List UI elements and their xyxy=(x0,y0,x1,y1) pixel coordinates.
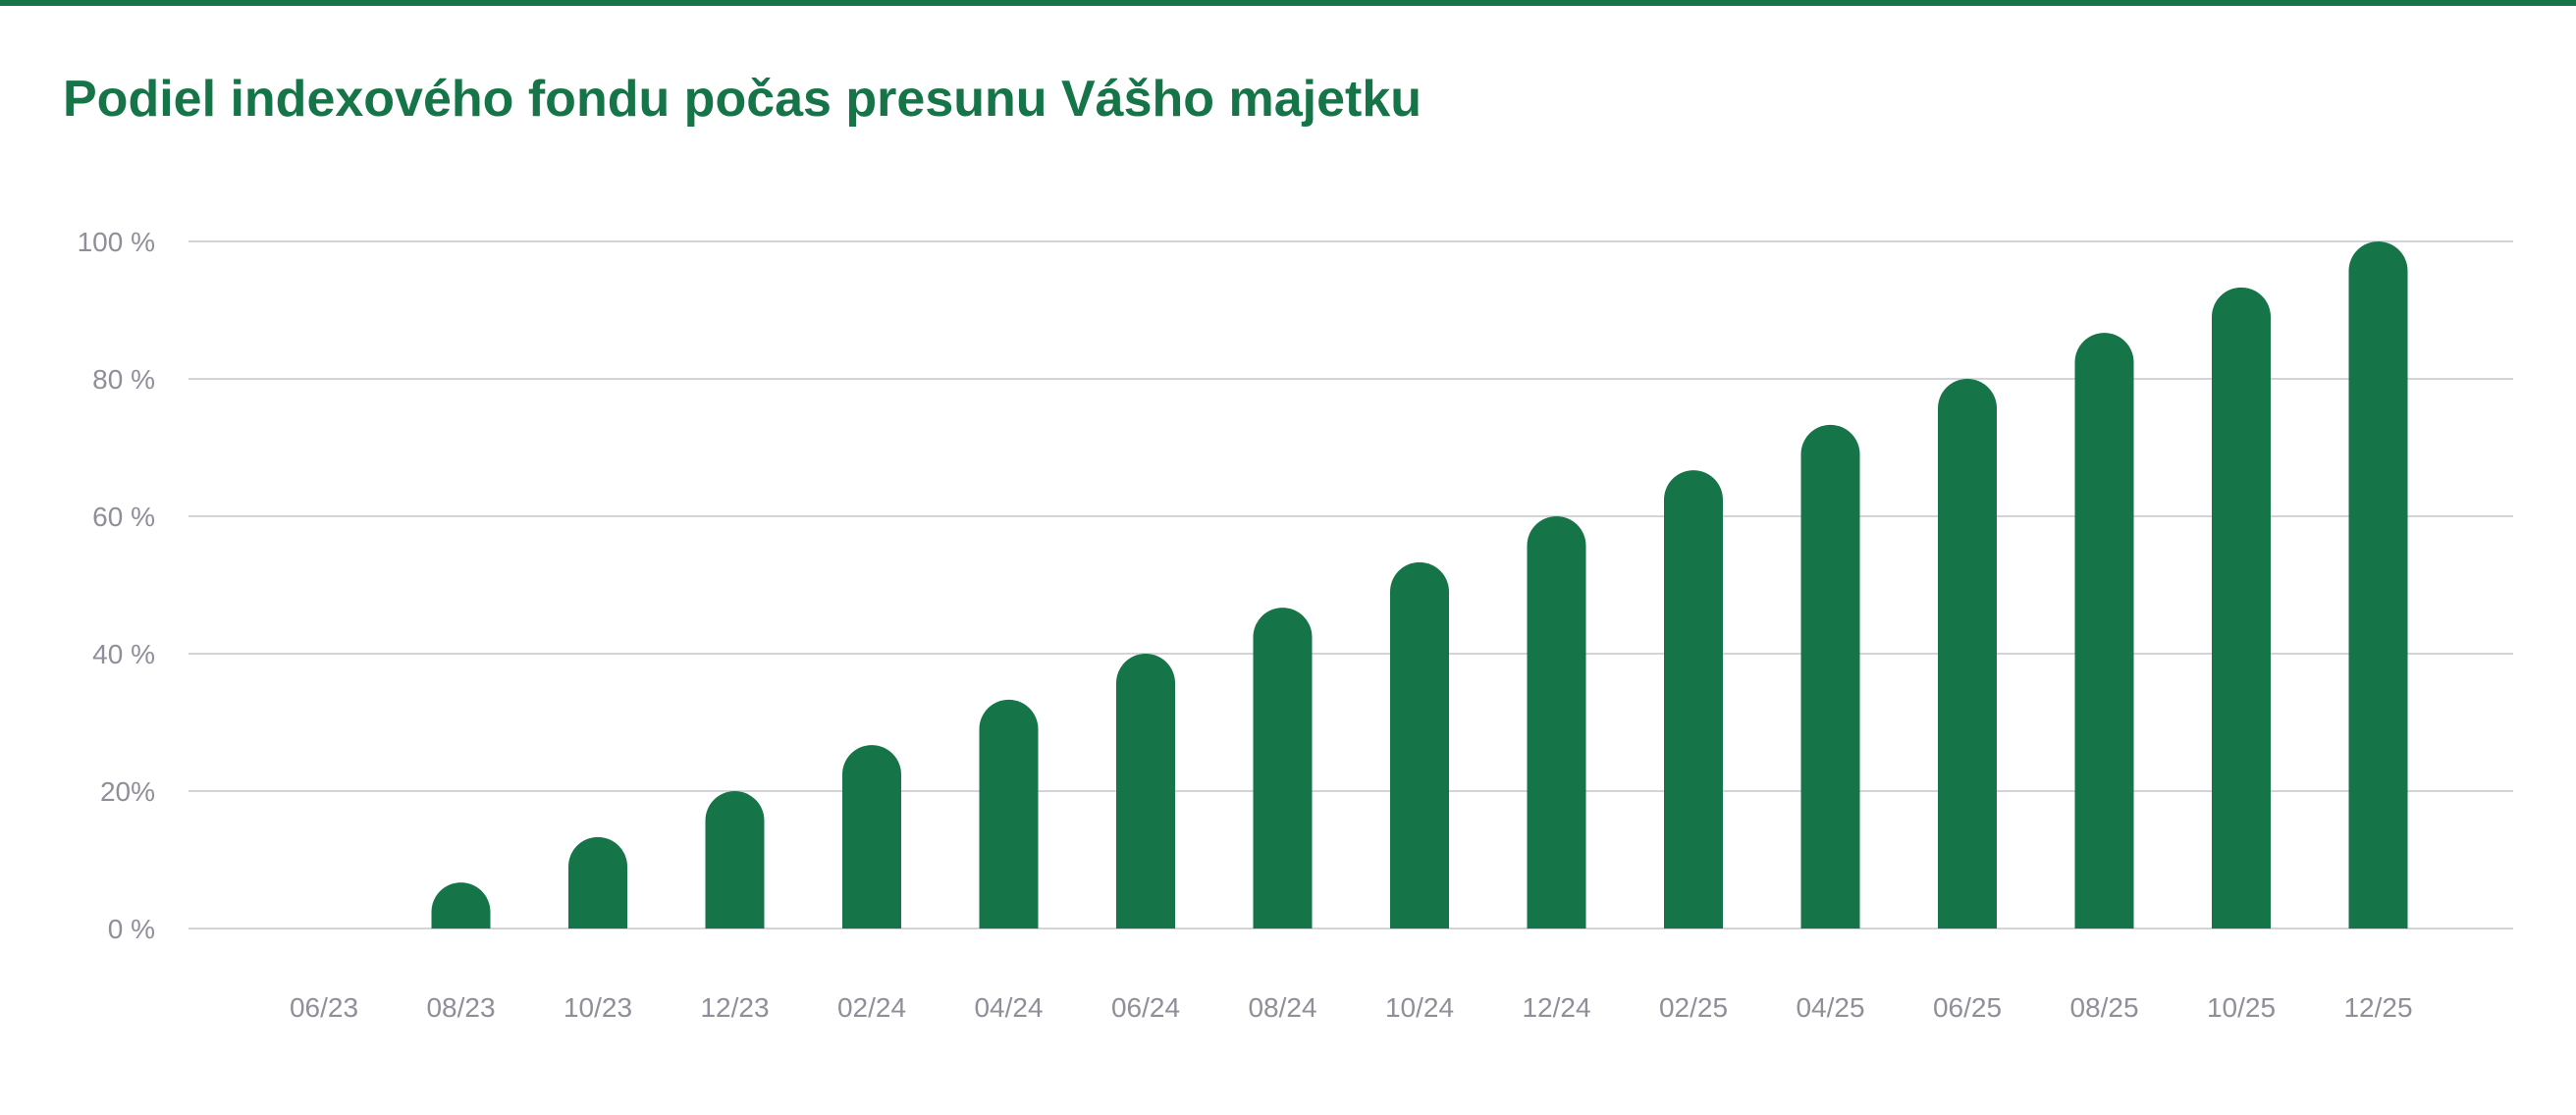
bar-08-25 xyxy=(2074,333,2134,929)
bar-02-25 xyxy=(1664,470,1723,929)
y-tick-label: 20% xyxy=(100,776,155,807)
x-tick-label: 10/25 xyxy=(2207,992,2276,1023)
bar-08-23 xyxy=(431,882,491,929)
y-tick-label: 40 % xyxy=(92,639,155,669)
bars xyxy=(431,241,2408,929)
x-tick-label: 12/24 xyxy=(1522,992,1590,1023)
gridlines xyxy=(188,240,2513,929)
chart-title: Podiel indexového fondu počas presunu Vá… xyxy=(63,71,1422,128)
x-tick-label: 12/25 xyxy=(2343,992,2412,1023)
y-tick-label: 100 % xyxy=(78,227,155,257)
x-tick-label: 06/23 xyxy=(290,992,358,1023)
bar-10-25 xyxy=(2212,287,2271,929)
x-tick-label: 06/24 xyxy=(1111,992,1180,1023)
bar-12-23 xyxy=(705,791,765,929)
x-tick-label: 02/24 xyxy=(837,992,906,1023)
bar-10-23 xyxy=(568,836,627,929)
top-accent-rule xyxy=(0,0,2576,6)
x-tick-label: 12/23 xyxy=(700,992,769,1023)
y-tick-label: 0 % xyxy=(108,914,155,944)
y-axis-tick-labels: 0 % 20% 40 % 60 % 80 % 100 % xyxy=(78,227,155,944)
x-tick-label: 08/23 xyxy=(426,992,495,1023)
bar-10-24 xyxy=(1390,561,1449,929)
bar-06-24 xyxy=(1116,654,1175,929)
x-tick-label: 06/25 xyxy=(1933,992,2002,1023)
y-tick-label: 80 % xyxy=(92,364,155,395)
bar-04-25 xyxy=(1800,424,1860,929)
x-tick-label: 02/25 xyxy=(1659,992,1728,1023)
x-axis-tick-labels: 06/23 08/23 10/23 12/23 02/24 04/24 06/24 08/24… xyxy=(290,992,2413,1023)
x-tick-label: 04/24 xyxy=(974,992,1043,1023)
bar-08-24 xyxy=(1253,608,1313,929)
y-tick-label: 60 % xyxy=(92,502,155,532)
x-tick-label: 08/25 xyxy=(2069,992,2138,1023)
bar-04-24 xyxy=(979,699,1039,929)
bar-12-24 xyxy=(1527,516,1586,929)
bar-02-24 xyxy=(842,745,901,929)
x-tick-label: 08/24 xyxy=(1248,992,1316,1023)
x-tick-label: 04/25 xyxy=(1796,992,1864,1023)
bar-06-25 xyxy=(1938,379,1997,929)
bar-12-25 xyxy=(2348,241,2408,929)
x-tick-label: 10/23 xyxy=(564,992,632,1023)
x-tick-label: 10/24 xyxy=(1385,992,1454,1023)
